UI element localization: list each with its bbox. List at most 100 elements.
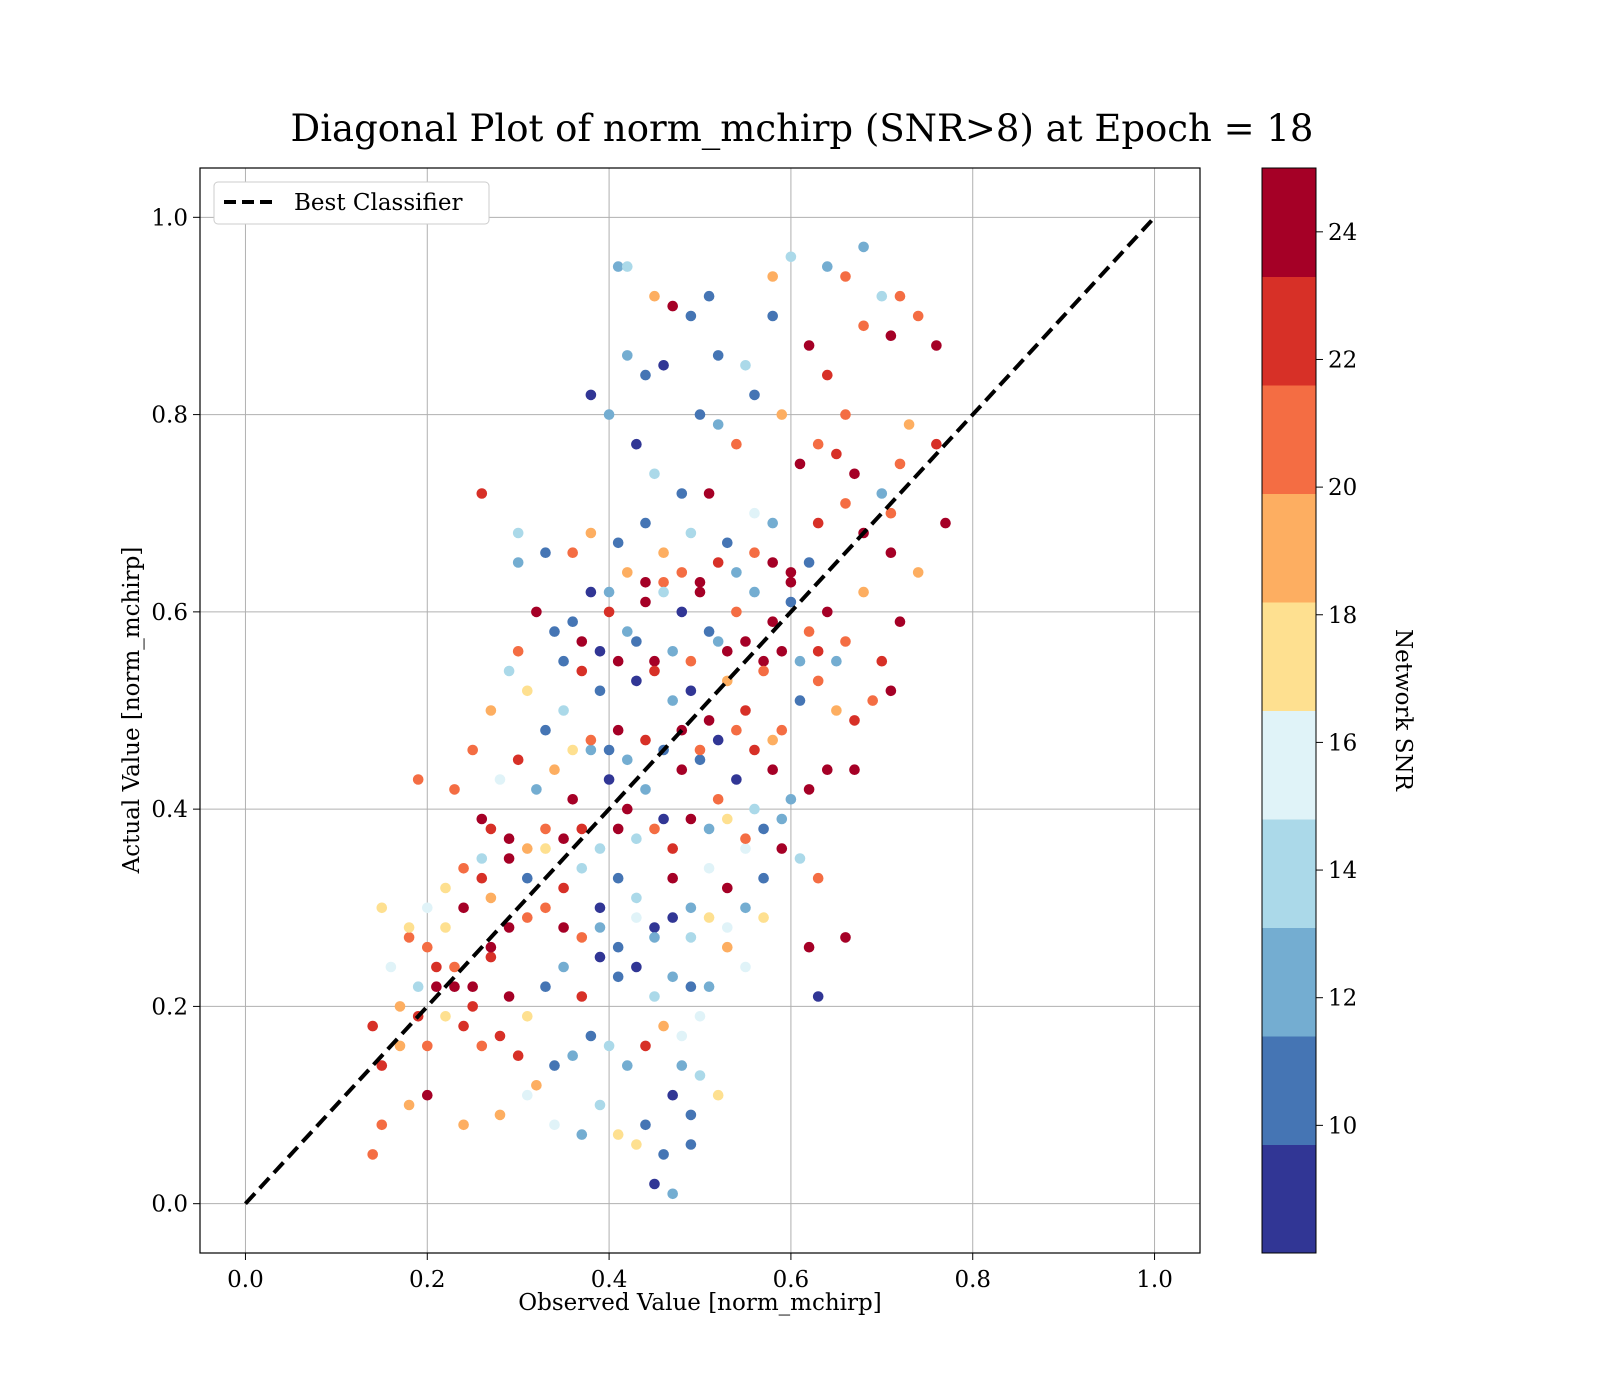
data-point — [712, 636, 724, 647]
data-point — [522, 843, 533, 854]
data-point — [467, 744, 479, 756]
data-point — [712, 350, 724, 361]
data-point — [667, 300, 678, 312]
data-point — [849, 764, 860, 775]
data-point — [394, 1001, 406, 1012]
data-point — [403, 932, 415, 943]
data-point — [740, 843, 751, 854]
data-point — [649, 823, 660, 835]
data-point — [658, 577, 669, 588]
data-point — [658, 547, 669, 558]
data-point — [403, 922, 415, 933]
data-point — [658, 1020, 669, 1032]
data-point — [685, 813, 697, 825]
data-point — [676, 606, 688, 618]
data-point — [503, 922, 515, 933]
data-point — [767, 310, 778, 322]
data-point — [649, 655, 660, 667]
data-point — [612, 655, 624, 667]
data-point — [476, 853, 488, 864]
data-point — [540, 547, 551, 558]
data-point — [640, 734, 651, 746]
data-point — [749, 803, 760, 815]
y-tick-label: 0.0 — [151, 1192, 188, 1218]
data-point — [567, 547, 578, 558]
data-point — [831, 655, 842, 667]
data-point — [567, 794, 578, 805]
data-point — [685, 1139, 697, 1150]
data-point — [667, 1188, 678, 1200]
data-point — [803, 784, 815, 795]
data-point — [667, 872, 678, 884]
y-axis-label: Actual Value [norm_mchirp] — [119, 547, 145, 875]
data-point — [758, 912, 769, 923]
data-point — [649, 991, 660, 1002]
data-point — [703, 488, 715, 499]
data-point — [885, 685, 897, 697]
data-point — [594, 843, 606, 854]
data-point — [703, 290, 715, 302]
data-point — [412, 981, 424, 992]
data-point — [431, 961, 442, 973]
data-point — [649, 665, 660, 677]
data-point — [658, 586, 669, 598]
data-point — [676, 1060, 688, 1071]
data-point — [667, 971, 678, 983]
data-point — [476, 488, 488, 499]
data-point — [749, 507, 760, 519]
colorbar-band — [1262, 385, 1316, 494]
data-point — [485, 951, 497, 963]
data-point — [903, 419, 915, 430]
data-point — [894, 458, 906, 470]
data-point — [467, 1001, 479, 1012]
data-point — [494, 774, 506, 785]
data-point — [685, 685, 697, 697]
data-point — [567, 616, 578, 627]
legend: Best Classifier — [213, 181, 490, 225]
data-point — [458, 1020, 469, 1032]
data-point — [803, 340, 815, 351]
data-point — [722, 646, 733, 657]
data-point — [612, 261, 624, 272]
data-point — [622, 754, 633, 766]
data-point — [531, 606, 542, 618]
x-axis-label: Observed Value [norm_mchirp] — [518, 1290, 881, 1316]
data-point — [631, 438, 642, 450]
data-point — [931, 340, 942, 351]
data-point — [503, 991, 515, 1002]
data-point — [622, 626, 633, 637]
data-point — [694, 1011, 706, 1022]
data-point — [512, 527, 524, 539]
data-point — [685, 981, 697, 992]
data-point — [685, 902, 697, 914]
data-point — [567, 744, 578, 756]
data-point — [522, 872, 533, 884]
x-tick-label: 0.4 — [591, 1267, 628, 1293]
data-point — [549, 626, 560, 637]
data-point — [685, 527, 697, 539]
data-point — [731, 567, 742, 578]
data-point — [540, 981, 551, 992]
data-point — [712, 1089, 724, 1101]
data-point — [676, 764, 688, 775]
colorbar-band — [1262, 1036, 1316, 1145]
data-point — [794, 655, 806, 667]
data-point — [622, 261, 633, 272]
y-axis-ticks: 0.0 0.2 0.4 0.6 0.8 1.0 — [151, 205, 200, 1218]
colorbar-bands — [1262, 168, 1316, 1254]
data-point — [376, 1060, 388, 1071]
data-point — [767, 616, 778, 627]
data-point — [522, 1011, 533, 1022]
colorbar-label: Network SNR — [1390, 629, 1416, 792]
data-point — [767, 271, 778, 282]
data-point — [940, 517, 951, 529]
data-point — [540, 724, 551, 736]
data-point — [422, 902, 433, 914]
data-point — [558, 655, 569, 667]
data-point — [703, 626, 715, 637]
data-point — [667, 646, 678, 657]
data-point — [803, 626, 815, 637]
data-point — [512, 646, 524, 657]
data-point — [485, 705, 497, 716]
data-point — [631, 675, 642, 687]
